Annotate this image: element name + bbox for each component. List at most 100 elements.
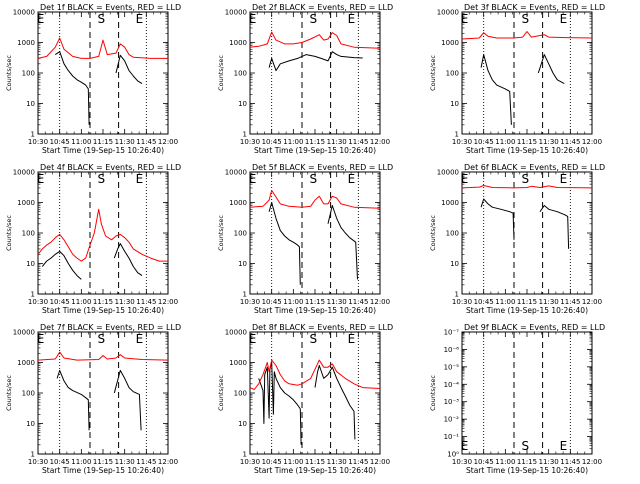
y-tick-label: 10000: [13, 169, 35, 177]
lld-series-line: [249, 359, 381, 390]
x-tick-label: 11:30: [115, 298, 135, 306]
event-marker-label: E: [461, 12, 469, 26]
y-tick-label: 10000: [437, 169, 459, 177]
event-marker-label: E: [348, 12, 356, 26]
panel-det-6: Det 6f BLACK = Events, RED = LLD Counts/s…: [429, 163, 605, 315]
x-tick-label: 11:15: [517, 298, 537, 306]
x-tick-label: 11:00: [71, 138, 91, 146]
panel-det-3: Det 3f BLACK = Events, RED = LLD Counts/s…: [429, 3, 605, 155]
x-tick-label: 11:30: [115, 138, 135, 146]
panel-det-4: Det 4f BLACK = Events, RED = LLD Counts/s…: [5, 163, 181, 315]
event-marker-label: S: [97, 12, 105, 26]
panel-title: Det 1f BLACK = Events, RED = LLD: [40, 3, 181, 12]
x-tick-label: 11:30: [327, 298, 347, 306]
x-tick-label: 12:00: [370, 298, 390, 306]
plot-frame: [37, 171, 169, 295]
plot-frame: [249, 171, 381, 295]
y-tick-label: 10⁻⁷: [444, 329, 460, 337]
lld-series-line: [37, 37, 168, 59]
event-marker-label: E: [560, 12, 568, 26]
y-axis-label: Counts/sec: [217, 55, 225, 91]
x-tick-label: 11:00: [283, 458, 303, 466]
x-tick-label: 10:45: [262, 458, 282, 466]
y-tick-label: 10⁻⁵: [444, 363, 460, 371]
y-tick-label: 10: [26, 100, 35, 108]
x-tick-label: 10:45: [50, 138, 70, 146]
y-tick-label: 10⁻⁴: [444, 381, 460, 389]
y-tick-label: 100: [234, 70, 247, 78]
x-tick-label: 11:45: [348, 298, 368, 306]
y-tick-label: 100: [446, 230, 459, 238]
event-marker-label: E: [461, 439, 469, 453]
y-axis-label: Counts/sec: [5, 215, 13, 251]
panel-title: Det 3f BLACK = Events, RED = LLD: [464, 3, 605, 12]
x-tick-label: 11:30: [115, 458, 135, 466]
y-axis-label: Counts/sec: [5, 55, 13, 91]
x-axis-label: Start Time (19-Sep-15 10:26:40): [466, 306, 588, 315]
panel-title: Det 7f BLACK = Events, RED = LLD: [40, 323, 181, 332]
y-tick-label: 100: [446, 70, 459, 78]
y-tick-label: 10⁻³: [444, 398, 460, 406]
event-marker-label: E: [560, 172, 568, 186]
event-marker-label: S: [97, 172, 105, 186]
panel-title: Det 5f BLACK = Events, RED = LLD: [252, 163, 393, 172]
event-marker-label: E: [37, 12, 45, 26]
events-series-line: [55, 51, 143, 125]
y-axis-label: Counts/sec: [429, 55, 437, 91]
y-tick-label: 1000: [229, 199, 247, 207]
event-marker-label: E: [560, 439, 568, 453]
x-tick-label: 11:30: [327, 458, 347, 466]
event-marker-label: E: [348, 172, 356, 186]
y-tick-label: 100: [22, 390, 35, 398]
lld-series-line: [461, 185, 593, 189]
panel-title: Det 4f BLACK = Events, RED = LLD: [40, 163, 181, 172]
event-marker-label: S: [521, 172, 529, 186]
y-tick-label: 1000: [17, 39, 35, 47]
x-tick-label: 11:00: [283, 298, 303, 306]
x-tick-label: 11:00: [71, 298, 91, 306]
x-tick-label: 11:45: [560, 138, 580, 146]
lld-series-line: [249, 189, 381, 209]
x-tick-label: 10:30: [240, 298, 260, 306]
y-tick-label: 1000: [17, 359, 35, 367]
y-tick-label: 100: [234, 390, 247, 398]
event-marker-label: S: [309, 332, 317, 346]
panel-det-5: Det 5f BLACK = Events, RED = LLD Counts/s…: [217, 163, 393, 315]
x-tick-label: 11:45: [560, 298, 580, 306]
y-axis-label: Counts/sec: [217, 375, 225, 411]
events-series-line: [41, 243, 143, 280]
x-tick-label: 10:30: [28, 138, 48, 146]
plot-frame: [37, 11, 169, 135]
plot-frame: [37, 331, 169, 455]
x-tick-label: 11:00: [495, 458, 515, 466]
x-axis-label: Start Time (19-Sep-15 10:26:40): [254, 466, 376, 475]
panel-det-8: Det 8f BLACK = Events, RED = LLD Counts/s…: [217, 323, 393, 475]
y-tick-label: 1: [243, 291, 247, 299]
y-tick-label: 10: [238, 100, 247, 108]
event-marker-label: S: [521, 12, 529, 26]
y-tick-label: 10000: [225, 169, 247, 177]
x-tick-label: 11:15: [93, 458, 113, 466]
x-tick-label: 12:00: [158, 458, 178, 466]
x-tick-label: 12:00: [582, 458, 602, 466]
x-axis-label: Start Time (19-Sep-15 10:26:40): [466, 466, 588, 475]
panel-title: Det 8f BLACK = Events, RED = LLD: [252, 323, 393, 332]
panel-title: Det 6f BLACK = Events, RED = LLD: [464, 163, 605, 172]
x-tick-label: 11:30: [327, 138, 347, 146]
x-tick-label: 11:45: [348, 458, 368, 466]
x-tick-label: 12:00: [582, 138, 602, 146]
x-tick-label: 12:00: [582, 298, 602, 306]
y-tick-label: 1: [455, 291, 459, 299]
y-tick-label: 1: [31, 131, 35, 139]
x-tick-label: 10:45: [474, 138, 494, 146]
x-tick-label: 11:00: [495, 138, 515, 146]
x-tick-label: 11:15: [517, 458, 537, 466]
y-tick-label: 100: [22, 70, 35, 78]
x-tick-label: 12:00: [158, 138, 178, 146]
x-tick-label: 11:15: [517, 138, 537, 146]
panel-det-7: Det 7f BLACK = Events, RED = LLD Counts/s…: [5, 323, 181, 475]
y-tick-label: 10000: [13, 9, 35, 17]
x-axis-label: Start Time (19-Sep-15 10:26:40): [254, 306, 376, 315]
event-marker-label: S: [309, 172, 317, 186]
